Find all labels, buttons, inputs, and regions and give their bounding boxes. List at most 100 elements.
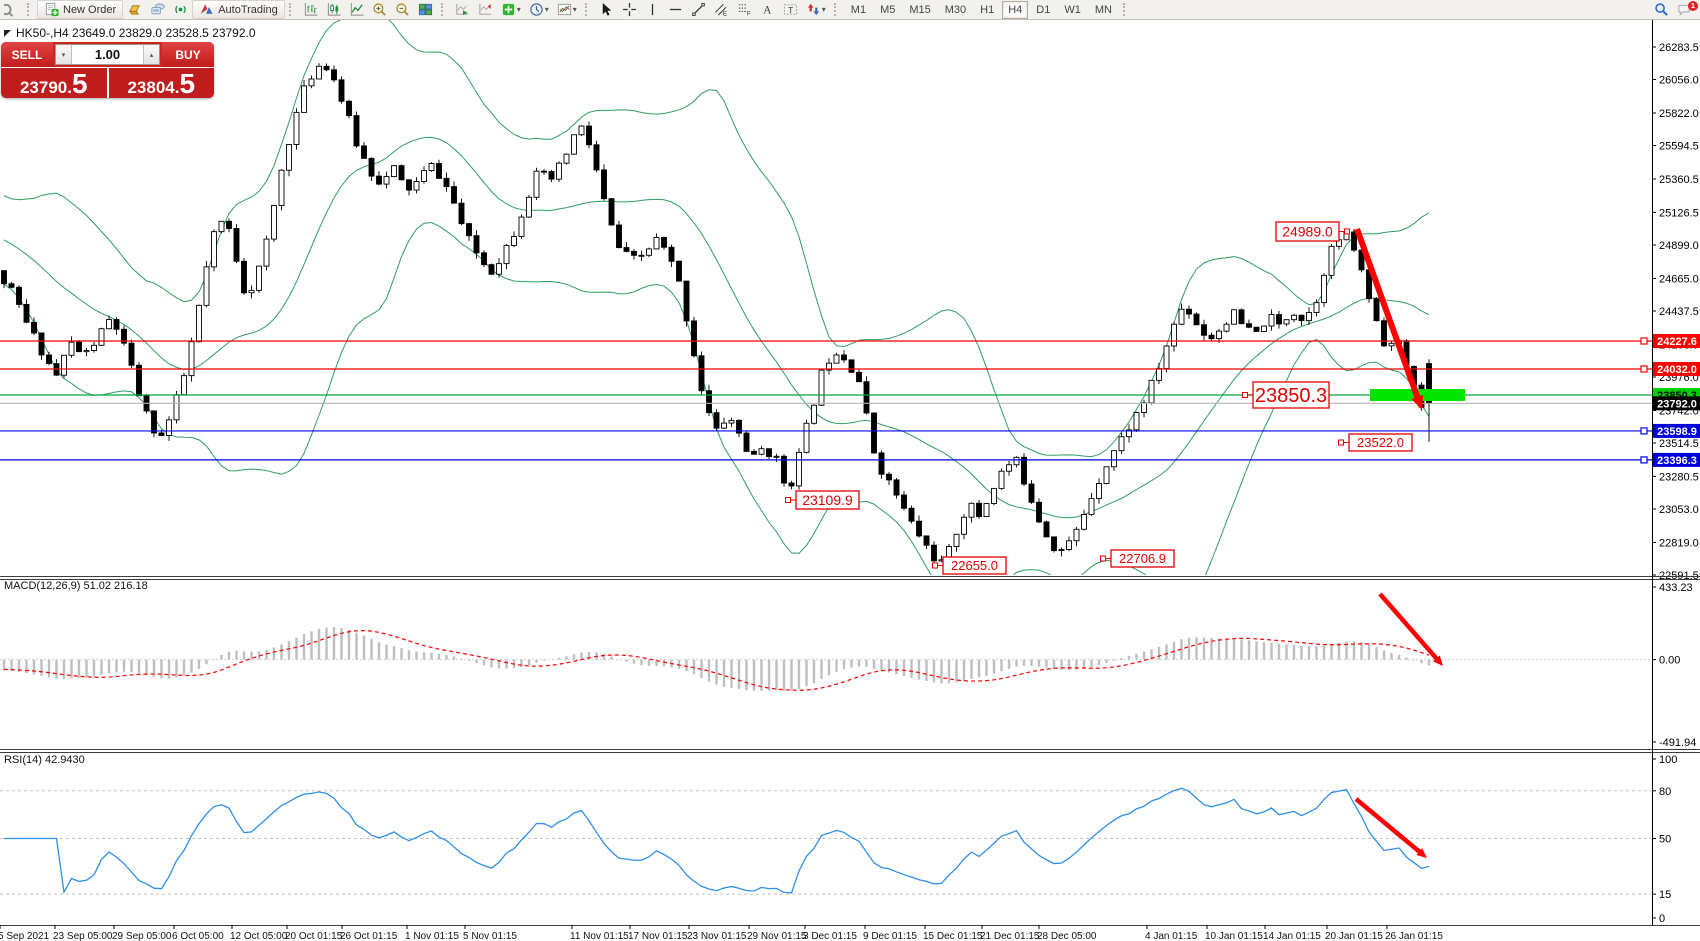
chart-background <box>0 19 1700 941</box>
new-order-button[interactable]: New Order <box>37 0 124 19</box>
candlestick-series <box>1 63 1432 563</box>
toolbar-drag-handle[interactable] <box>288 3 293 16</box>
timeframe-h1-button[interactable]: H1 <box>980 3 995 16</box>
tile-windows-button[interactable] <box>414 0 437 19</box>
chat-button[interactable]: 1 <box>1673 0 1698 19</box>
timeframe-h4-button[interactable]: H4 <box>1002 0 1029 19</box>
price-callout[interactable]: 24989.0 <box>1275 221 1350 242</box>
volume-stepper[interactable]: ▾ 1.00 ▴ <box>55 44 160 65</box>
toolbar-drag-handle[interactable] <box>440 3 445 16</box>
timeframe-d1-button[interactable]: D1 <box>1036 3 1051 16</box>
svg-text:24665.0: 24665.0 <box>1659 273 1699 285</box>
volume-increase-icon[interactable]: ▴ <box>143 45 159 64</box>
trend-arrow-head[interactable] <box>1433 655 1443 666</box>
svg-text:26056.0: 26056.0 <box>1659 75 1699 87</box>
sell-button[interactable]: SELL <box>1 42 53 67</box>
timeframe-m30-button[interactable]: M30 <box>944 3 967 16</box>
trend-arrow-head[interactable] <box>1411 395 1424 410</box>
bollinger-middle <box>3 136 1430 519</box>
buy-price-frac: 5 <box>179 68 196 98</box>
trend-arrow[interactable] <box>1354 227 1423 404</box>
svg-text:29 Nov 01:15: 29 Nov 01:15 <box>747 931 807 941</box>
clipped-magnifier-icon <box>4 2 19 17</box>
price-callout[interactable]: 23109.9 <box>785 490 860 510</box>
zoom-out-icon <box>395 2 410 17</box>
period-icon <box>529 2 544 17</box>
chevron-down-icon[interactable]: ▾ <box>516 5 521 14</box>
market-watch-button[interactable] <box>123 0 146 19</box>
line-handle[interactable] <box>1640 365 1648 373</box>
timeframe-m15-button[interactable]: M15 <box>909 3 931 16</box>
toolbar-drag-handle[interactable] <box>833 3 838 16</box>
svg-text:24032.0: 24032.0 <box>1657 364 1697 376</box>
templates-button[interactable]: ▾ <box>553 0 581 19</box>
autotrading-button[interactable]: AutoTrading <box>192 0 285 19</box>
search-button[interactable] <box>1650 0 1673 19</box>
auto-scroll-button[interactable] <box>451 0 474 19</box>
sell-price[interactable]: 23790. 5 <box>1 68 107 98</box>
volume-decrease-icon[interactable]: ▾ <box>56 45 72 64</box>
zoom-in-button[interactable] <box>368 0 391 19</box>
cursor-button[interactable] <box>595 0 618 19</box>
candle-chart-icon <box>326 2 341 17</box>
rsi-indicator-label: RSI(14) 42.9430 <box>4 754 85 766</box>
chevron-down-icon[interactable]: ▾ <box>821 5 826 14</box>
price-callout[interactable]: 22706.9 <box>1100 549 1175 568</box>
clipped-icon[interactable] <box>0 0 23 19</box>
svg-text:24227.6: 24227.6 <box>1657 336 1697 348</box>
indicators-button[interactable]: ▾ <box>497 0 525 19</box>
buy-button[interactable]: BUY <box>162 42 214 67</box>
text-button[interactable]: A <box>756 0 779 19</box>
line-handle[interactable] <box>1640 456 1648 464</box>
toolbar: New Order AutoTrading ▾ ▾ ▾ E F A T ▾ M1 M5 M15 M30 H1… <box>0 0 1700 20</box>
timeframe-m1-button[interactable]: M1 <box>850 3 867 16</box>
trend-arrow-head[interactable] <box>1416 848 1427 858</box>
toolbar-drag-handle[interactable] <box>584 3 589 16</box>
buy-price[interactable]: 23804. 5 <box>106 68 215 98</box>
svg-text:23109.9: 23109.9 <box>802 492 853 508</box>
svg-text:14 Jan 01:15: 14 Jan 01:15 <box>1263 931 1321 941</box>
timeframe-m5-button[interactable]: M5 <box>880 3 896 16</box>
timeframe-mn-button[interactable]: MN <box>1094 3 1112 16</box>
periods-button[interactable]: ▾ <box>525 0 553 19</box>
price-callout[interactable]: 23522.0 <box>1338 433 1413 452</box>
vertical-line-button[interactable] <box>641 0 664 19</box>
bar-chart-button[interactable] <box>299 0 322 19</box>
svg-text:A: A <box>763 5 772 17</box>
line-handle[interactable] <box>1640 427 1648 435</box>
line-handle[interactable] <box>1640 337 1648 345</box>
text-label-button[interactable]: T <box>779 0 802 19</box>
trend-arrow[interactable] <box>1354 797 1425 857</box>
toolbar-drag-handle[interactable] <box>27 3 31 16</box>
zoom-out-button[interactable] <box>391 0 414 19</box>
svg-text:23280.5: 23280.5 <box>1659 471 1699 483</box>
chevron-down-icon[interactable]: ▾ <box>544 5 549 14</box>
svg-text:E: E <box>723 11 728 17</box>
arrows-button[interactable]: ▾ <box>802 0 830 19</box>
svg-text:11 Nov 01:15: 11 Nov 01:15 <box>570 931 629 941</box>
equidistant-channel-button[interactable]: E <box>710 0 733 19</box>
chevron-down-icon[interactable]: ▾ <box>572 5 577 14</box>
line-chart-button[interactable] <box>345 0 368 19</box>
signals-button[interactable] <box>169 0 192 19</box>
fibonacci-button[interactable]: F <box>733 0 756 19</box>
svg-text:22655.0: 22655.0 <box>951 558 998 573</box>
vps-button[interactable] <box>146 0 169 19</box>
price-callout[interactable]: 23850.3 <box>1242 381 1330 409</box>
svg-text:26 Oct 01:15: 26 Oct 01:15 <box>340 931 398 941</box>
volume-value[interactable]: 1.00 <box>94 47 121 62</box>
chart-shift-button[interactable] <box>474 0 497 19</box>
timeframe-w1-button[interactable]: W1 <box>1064 3 1081 16</box>
add-indicator-icon <box>501 2 516 17</box>
price-tag: 23598.9 <box>1653 423 1700 438</box>
price-callout[interactable]: 22655.0 <box>932 556 1007 575</box>
trendline-button[interactable] <box>687 0 710 19</box>
buy-price-main: 23804. <box>127 78 180 97</box>
crosshair-button[interactable] <box>618 0 641 19</box>
trend-arrow[interactable] <box>1378 592 1442 664</box>
horizontal-line-button[interactable] <box>664 0 687 19</box>
template-icon <box>557 2 572 17</box>
fibonacci-icon: F <box>737 2 752 17</box>
bar-chart-icon <box>303 2 318 17</box>
candlestick-chart-button[interactable] <box>322 0 345 19</box>
